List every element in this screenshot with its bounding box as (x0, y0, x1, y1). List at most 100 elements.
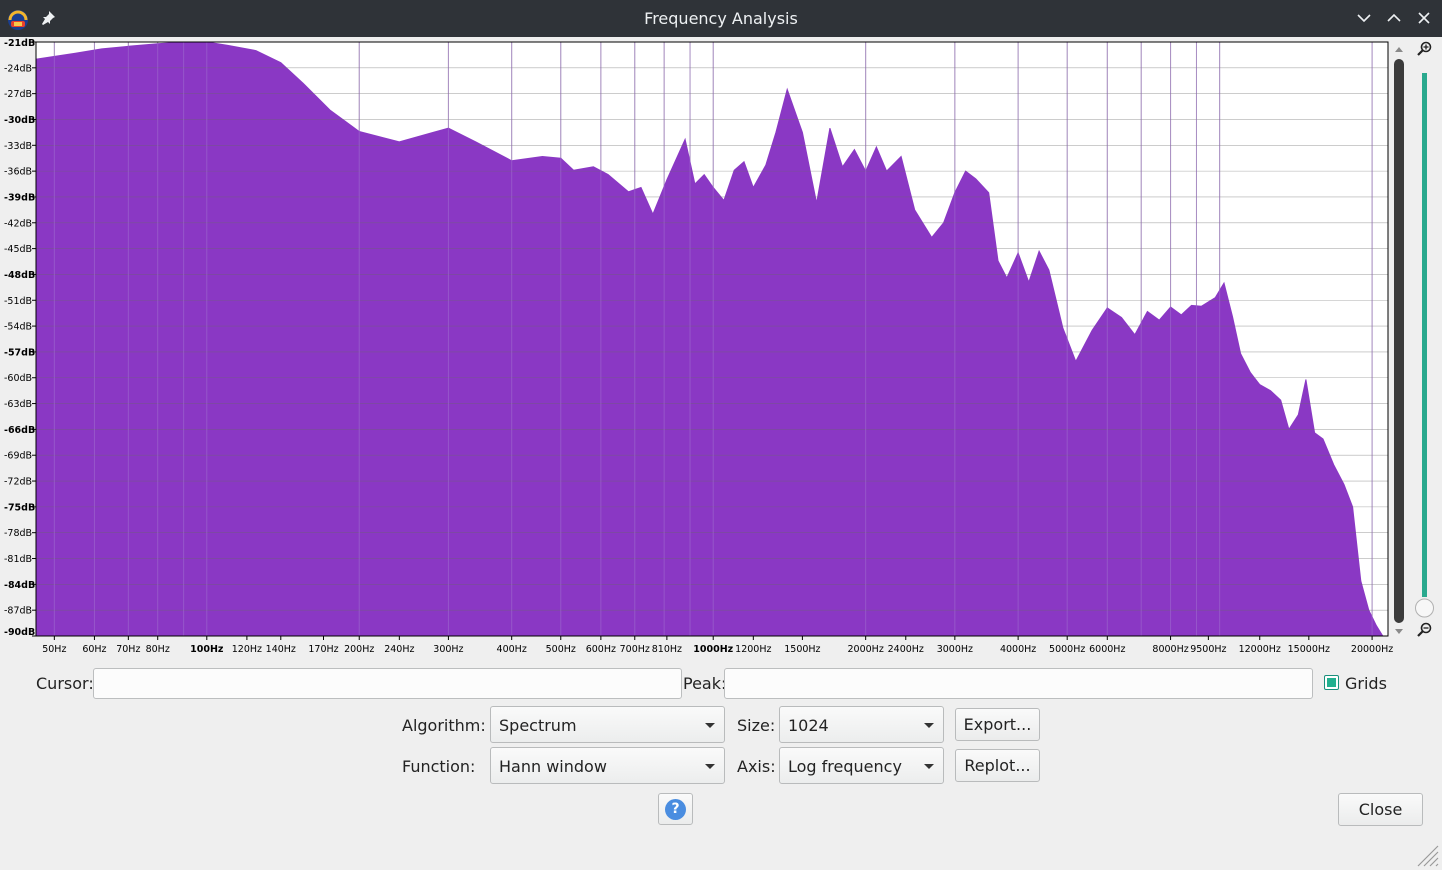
y-tick-label: -33dB (4, 141, 32, 152)
zoom-in-icon[interactable] (1417, 41, 1432, 56)
zoom-slider-track[interactable] (1422, 73, 1427, 597)
algorithm-label: Algorithm: (402, 716, 486, 735)
function-select[interactable]: Hann window (490, 747, 725, 784)
chevron-down-icon (705, 764, 715, 769)
x-tick-label: 2000Hz (848, 644, 884, 655)
spectrum-plot[interactable]: -21dB -24dB -27dB -30dB -33dB -36dB -39dB -42dB… (0, 37, 1442, 662)
chevron-down-icon (924, 723, 934, 728)
minimize-icon[interactable] (1356, 10, 1372, 26)
y-tick-label: -36dB (4, 167, 32, 178)
y-tick-label: -54dB (4, 322, 32, 333)
y-tick-label: -72dB (4, 477, 32, 488)
x-tick-label: 400Hz (497, 644, 527, 655)
spectrum-area (35, 41, 1388, 637)
size-select[interactable]: 1024 (779, 706, 944, 743)
zoom-slider-handle[interactable] (1415, 598, 1434, 618)
y-tick-label: -60dB (4, 373, 32, 384)
close-icon[interactable] (1416, 10, 1432, 26)
size-label: Size: (737, 716, 776, 735)
x-tick-label: 80Hz (146, 644, 170, 655)
x-tick-label: 3000Hz (937, 644, 973, 655)
y-tick-label: -66dB (4, 425, 35, 436)
y-tick-label: -57dB (4, 347, 35, 358)
x-tick-label: 810Hz (652, 644, 682, 655)
y-tick-label: -24dB (4, 63, 32, 74)
axis-value: Log frequency (788, 757, 902, 776)
y-tick-label: -27dB (4, 89, 32, 100)
x-tick-label: 70Hz (116, 644, 140, 655)
y-tick-label: -90dB (4, 627, 35, 638)
scrollbar-thumb (1394, 59, 1404, 623)
checkbox-mark (1327, 678, 1336, 687)
function-value: Hann window (499, 757, 607, 776)
peak-field[interactable] (724, 668, 1313, 699)
x-tick-label: 300Hz (433, 644, 463, 655)
x-tick-label: 8000Hz (1152, 644, 1188, 655)
y-tick-label: -84dB (4, 580, 35, 591)
grids-checkbox[interactable] (1324, 675, 1339, 690)
audacity-icon (8, 10, 28, 30)
grids-label[interactable]: Grids (1345, 674, 1387, 693)
spectrum-chart[interactable]: -21dB -24dB -27dB -30dB -33dB -36dB -39dB -42dB… (0, 37, 1415, 662)
chevron-down-icon (924, 764, 934, 769)
algorithm-select[interactable]: Spectrum (490, 706, 725, 743)
x-tick-label: 1000Hz (693, 644, 733, 655)
x-tick-label: 140Hz (266, 644, 296, 655)
x-tick-label: 240Hz (384, 644, 414, 655)
y-tick-label: -69dB (4, 451, 32, 462)
scroll-down-icon (1395, 629, 1403, 634)
zoom-slider[interactable] (1415, 37, 1442, 647)
x-tick-label: 6000Hz (1089, 644, 1125, 655)
y-tick-label: -45dB (4, 244, 32, 255)
x-tick-label: 200Hz (344, 644, 374, 655)
x-tick-label: 600Hz (586, 644, 616, 655)
x-tick-label: 170Hz (308, 644, 338, 655)
y-tick-label: -39dB (4, 192, 35, 203)
x-tick-label: 1200Hz (735, 644, 771, 655)
maximize-icon[interactable] (1386, 10, 1402, 26)
algorithm-value: Spectrum (499, 716, 577, 735)
resize-grip-icon[interactable] (1414, 842, 1440, 868)
window-title: Frequency Analysis (644, 9, 798, 28)
axis-label: Axis: (737, 757, 776, 776)
y-tick-label: -75dB (4, 502, 35, 513)
x-tick-label: 15000Hz (1288, 644, 1330, 655)
export-button[interactable]: Export... (955, 708, 1040, 741)
cursor-label: Cursor: (36, 674, 94, 693)
function-label: Function: (402, 757, 476, 776)
x-tick-label: 60Hz (82, 644, 106, 655)
x-tick-label: 5000Hz (1049, 644, 1085, 655)
x-tick-label: 700Hz (620, 644, 650, 655)
x-tick-label: 2400Hz (888, 644, 924, 655)
replot-button[interactable]: Replot... (955, 749, 1040, 782)
x-tick-label: 1500Hz (784, 644, 820, 655)
peak-label: Peak: (683, 674, 727, 693)
help-button[interactable]: ? (658, 793, 693, 825)
y-tick-label: -21dB (4, 38, 35, 49)
x-tick-label: 500Hz (546, 644, 576, 655)
plot-border (35, 41, 1389, 637)
scroll-up-icon (1395, 47, 1403, 52)
x-tick-label: 20000Hz (1351, 644, 1393, 655)
title-bar: Frequency Analysis (0, 0, 1442, 37)
x-tick-label: 100Hz (190, 644, 224, 655)
x-tick-label: 12000Hz (1239, 644, 1281, 655)
y-tick-label: -87dB (4, 606, 32, 617)
chevron-down-icon (705, 723, 715, 728)
y-tick-label: -30dB (4, 115, 35, 126)
x-tick-label: 120Hz (232, 644, 262, 655)
y-tick-label: -63dB (4, 399, 32, 410)
cursor-field[interactable] (93, 668, 682, 699)
close-button[interactable]: Close (1338, 793, 1423, 826)
x-tick-label: 4000Hz (1000, 644, 1036, 655)
y-tick-label: -51dB (4, 296, 32, 307)
zoom-out-icon[interactable] (1417, 622, 1432, 637)
axis-select[interactable]: Log frequency (779, 747, 944, 784)
y-tick-label: -48dB (4, 270, 35, 281)
y-tick-label: -81dB (4, 554, 32, 565)
y-tick-label: -78dB (4, 528, 32, 539)
help-icon: ? (665, 799, 686, 820)
pin-icon[interactable] (40, 10, 56, 26)
x-tick-label: 9500Hz (1190, 644, 1226, 655)
size-value: 1024 (788, 716, 829, 735)
